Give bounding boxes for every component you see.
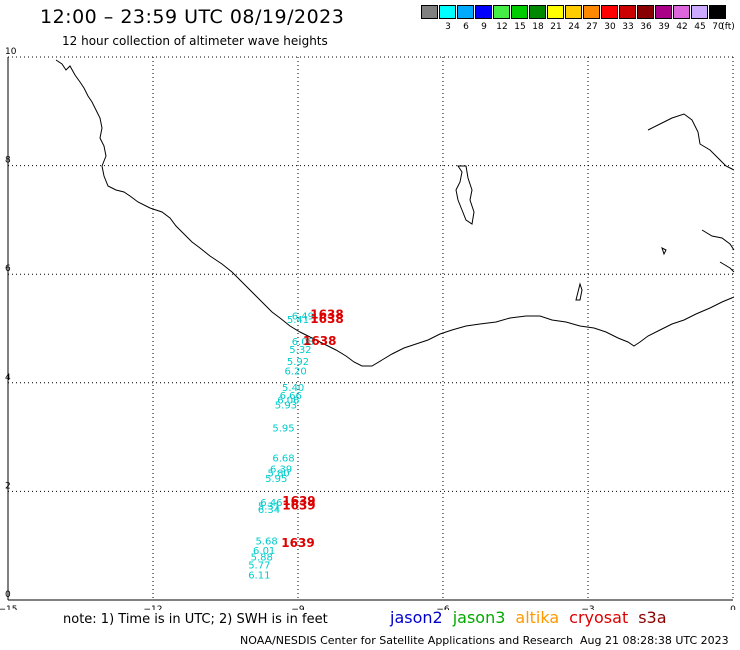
color-scale-swatch [619, 5, 636, 19]
generation-timestamp: Aug 21 08:28:38 UTC 2023 [580, 634, 729, 647]
color-scale-swatch [637, 5, 654, 19]
wave-height-label: 6.01 [253, 546, 275, 557]
satellite-legend-item: cryosat [569, 608, 629, 627]
wave-height-label: 5.95 [265, 474, 287, 485]
color-scale-unit: (ft) [721, 22, 735, 32]
x-tick-label: −9 [291, 605, 305, 610]
x-tick-label: 0 [730, 605, 736, 610]
x-tick-label: −12 [144, 605, 163, 610]
color-scale-label: 24 [568, 22, 580, 32]
wave-height-label: 6.06 [277, 395, 299, 406]
wave-height-label: 6.11 [248, 570, 270, 581]
wave-height-label: 5.32 [289, 345, 311, 356]
wave-height-label: 5.41 [287, 315, 309, 326]
color-scale-swatch [439, 5, 456, 19]
color-scale-swatch [457, 5, 474, 19]
wave-height-label: 6.20 [284, 367, 306, 378]
color-scale-swatch [493, 5, 510, 19]
color-scale-label: 70 [712, 22, 724, 32]
wave-height-label: 5.31 [258, 501, 280, 512]
color-scale-label: 45 [694, 22, 706, 32]
color-scale-swatch [673, 5, 690, 19]
wave-height-label: 5.77 [248, 561, 270, 572]
wave-height-label: 5.95 [272, 424, 294, 435]
color-scale-label: 30 [604, 22, 616, 32]
satellite-legend-item: altika [515, 608, 560, 627]
color-scale-swatch [475, 5, 492, 19]
wave-height-label: 6.68 [272, 454, 294, 465]
pass-time-label: 1639 [282, 494, 315, 508]
x-tick-label: −6 [436, 605, 450, 610]
wave-height-label: 6.08 [292, 337, 314, 348]
wave-height-color-scale: 3 6 9 12 15 18 21 24 27 30 33 36 39 42 45 70 (ft) [421, 5, 735, 37]
color-scale-swatch [583, 5, 600, 19]
credit-line: NOAA/NESDIS Center for Satellite Applica… [240, 634, 574, 647]
y-tick-label: 6 [5, 264, 11, 274]
x-tick-label: −3 [581, 605, 594, 610]
y-tick-label: 4 [5, 373, 11, 383]
wave-height-label: 5.40 [282, 383, 304, 394]
map-frame [7, 57, 733, 601]
satellite-legend-item: s3a [638, 608, 667, 627]
satellite-legend-item: jason2 [390, 608, 443, 627]
color-scale-label: 39 [658, 22, 670, 32]
page-title: 12:00 – 23:59 UTC 08/19/2023 [40, 6, 345, 28]
y-tick-label: 8 [5, 156, 11, 166]
pass-time-label: 1638 [310, 308, 343, 322]
wave-height-label: 6.34 [258, 505, 280, 516]
pass-time-label: 1639 [282, 498, 315, 512]
satellite-legend: jason2 jason3 altika cryosat s3a [390, 608, 677, 627]
color-scale-swatch [421, 5, 438, 19]
wave-height-label: 5.80 [268, 469, 290, 480]
color-scale-swatch [655, 5, 672, 19]
color-scale-swatch [511, 5, 528, 19]
color-scale-label: 9 [481, 22, 487, 32]
color-scale-swatch [691, 5, 708, 19]
color-scale-swatch [529, 5, 546, 19]
wave-height-label: 5.93 [275, 400, 297, 411]
color-scale-label: 27 [586, 22, 598, 32]
wave-height-label: 6.49 [292, 311, 314, 322]
y-tick-label: 0 [5, 590, 11, 600]
color-scale-swatch [601, 5, 618, 19]
color-scale-swatch [709, 5, 726, 19]
coastline [55, 59, 735, 367]
x-tick-label: −15 [0, 605, 18, 610]
wave-height-label: 5.68 [255, 537, 277, 548]
page-subtitle: 12 hour collection of altimeter wave hei… [62, 34, 328, 48]
wave-height-label: 6.46 [260, 498, 282, 509]
color-scale-label: 12 [496, 22, 508, 32]
wave-height-label: 5.88 [251, 552, 273, 563]
axis-tick-labels: −15 −12 −9 −6 −3 0 0 2 4 6 8 10 [0, 47, 736, 610]
color-scale-label: 42 [676, 22, 688, 32]
color-scale-label: 6 [463, 22, 469, 32]
pass-time-label: 1638 [303, 334, 336, 348]
pass-time-label: 1638 [310, 312, 343, 326]
footer-note: note: 1) Time is in UTC; 2) SWH is in fe… [63, 612, 328, 627]
color-scale-label: 21 [550, 22, 562, 32]
color-scale-label: 33 [622, 22, 634, 32]
wave-height-label: 6.39 [270, 464, 292, 475]
color-scale-label: 36 [640, 22, 652, 32]
y-tick-label: 2 [5, 481, 11, 491]
color-scale-label: 18 [532, 22, 544, 32]
wave-height-labels: 6.495.41 6.085.325.926.20 5.406.666.065.93… [248, 311, 314, 581]
wave-height-label: 6.66 [280, 391, 302, 402]
color-scale-swatch [565, 5, 582, 19]
wave-height-label: 5.92 [287, 357, 309, 368]
lat-lon-grid [8, 56, 734, 600]
satellite-legend-item: jason3 [452, 608, 506, 627]
color-scale-label: 15 [514, 22, 526, 32]
color-scale-swatch [547, 5, 564, 19]
y-tick-label: 10 [5, 47, 17, 57]
color-scale-label: 3 [445, 22, 451, 32]
pass-time-label: 1639 [281, 536, 314, 550]
